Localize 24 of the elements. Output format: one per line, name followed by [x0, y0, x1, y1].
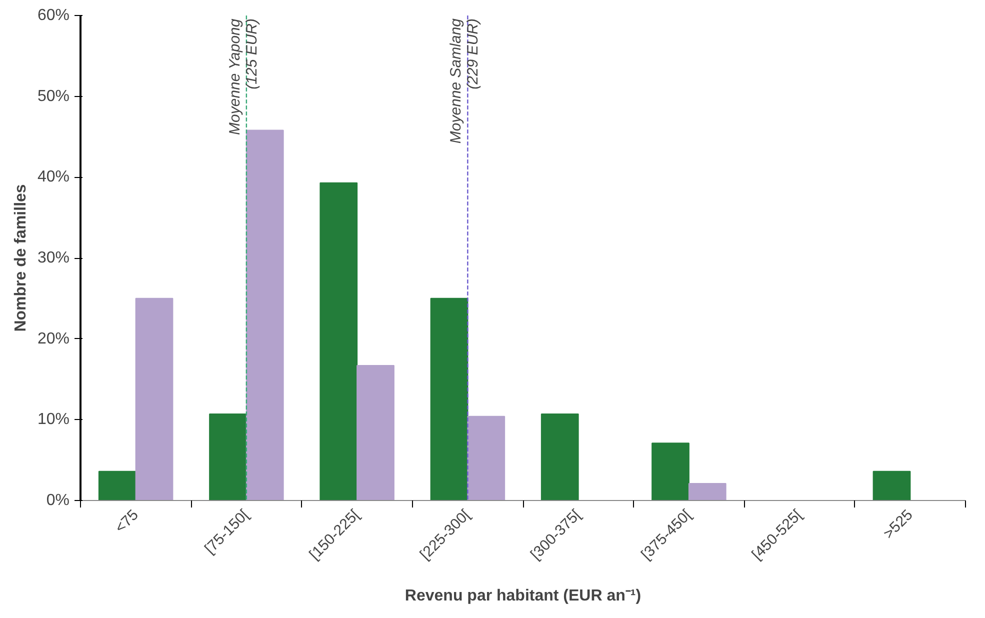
y-tick-label: 0% — [46, 492, 70, 509]
y-tick-label: 40% — [37, 168, 70, 186]
y-axis-title: Nombre de familles — [12, 184, 30, 332]
x-tick-label: <75 — [112, 506, 142, 536]
bar — [98, 470, 136, 500]
x-axis-title: Revenu par habitant (EUR an⁻¹) — [404, 587, 642, 604]
bar — [320, 182, 358, 500]
ref-line-label: Moyenne Yapong (125 EUR) — [226, 18, 260, 135]
bar — [356, 365, 394, 500]
y-tick-label: 30% — [37, 250, 70, 266]
y-tick-label: 10% — [37, 411, 70, 428]
bar — [246, 130, 284, 500]
y-tick-label: 60% — [37, 7, 70, 24]
bar — [688, 483, 726, 500]
bar — [540, 414, 579, 500]
y-tick-label: 20% — [37, 330, 70, 348]
bar — [872, 470, 911, 500]
bar — [430, 298, 468, 500]
bar — [135, 298, 174, 500]
bar — [209, 414, 247, 500]
bar — [652, 442, 690, 500]
bar — [467, 416, 506, 500]
ref-line-label: Moyenne Samlang (229 EUR) — [448, 18, 482, 144]
y-tick-label: 50% — [37, 88, 70, 105]
